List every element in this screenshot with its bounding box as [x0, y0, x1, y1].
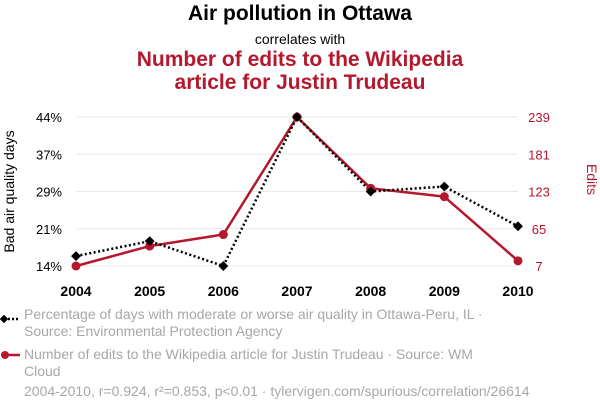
x-tick-label: 2005 [134, 283, 165, 299]
x-tick-label: 2004 [60, 283, 91, 299]
legend-marker-solid-circle [1, 351, 20, 359]
y-right-tick-label: 123 [528, 185, 550, 200]
data-point-air-quality [218, 261, 229, 271]
legend-item-air-quality: Percentage of days with moderate or wors… [0, 306, 600, 346]
legend-label-air-quality-line-1: Percentage of days with moderate or wors… [24, 306, 483, 322]
y-right-tick-label: 65 [532, 222, 546, 237]
data-point-air-quality [144, 236, 155, 247]
y-right-tick-label: 239 [528, 110, 550, 125]
data-point-wikipedia-edits [439, 192, 449, 202]
data-point-air-quality [365, 186, 376, 197]
y-left-tick-label: 21% [36, 222, 62, 237]
data-point-air-quality [513, 221, 523, 232]
y-left-axis-title: Bad air quality days [1, 130, 17, 252]
y-left-tick-label: 29% [36, 185, 62, 200]
y-right-axis-title: Edits [584, 164, 600, 195]
y-left-tick-label: 44% [36, 110, 62, 125]
chart-footer-stats: 2004-2010, r=0.924, r²=0.853, p<0.01 · t… [24, 383, 530, 399]
data-point-air-quality [439, 181, 450, 192]
chart-subtitle: correlates with [254, 31, 346, 47]
x-tick-label: 2008 [355, 283, 386, 299]
chart-title-secondary-line-2: article for Justin Trudeau [174, 71, 426, 94]
data-point-wikipedia-edits [71, 261, 81, 271]
x-tick-label: 2006 [208, 283, 239, 299]
chart-title: Air pollution in Ottawa [188, 2, 412, 25]
data-point-wikipedia-edits [513, 256, 523, 266]
legend-label-wikipedia-edits-line-2: Cloud [24, 363, 61, 379]
x-tick-label: 2007 [281, 283, 312, 299]
legend-label-wikipedia-edits-line-1: Number of edits to the Wikipedia article… [24, 346, 473, 362]
x-tick-label: 2009 [429, 283, 460, 299]
y-right-tick-label: 181 [528, 147, 550, 162]
chart-title-secondary: Number of edits to the Wikipedia article… [0, 48, 600, 94]
data-point-air-quality [71, 251, 81, 262]
legend-label-wikipedia-edits: Number of edits to the Wikipedia article… [24, 346, 584, 380]
legend-label-air-quality-line-2: Source: Environmental Protection Agency [24, 323, 283, 339]
legend-item-wikipedia-edits: Number of edits to the Wikipedia article… [0, 346, 600, 386]
chart-title-secondary-line-1: Number of edits to the Wikipedia [136, 48, 464, 71]
x-tick-label: 2010 [502, 283, 533, 299]
legend-label-air-quality: Percentage of days with moderate or wors… [24, 306, 584, 340]
legend-marker-dotted-diamond [0, 314, 20, 324]
data-point-wikipedia-edits [218, 230, 228, 240]
y-right-tick-label: 7 [535, 259, 542, 274]
y-left-tick-label: 14% [36, 259, 62, 274]
y-left-tick-label: 37% [36, 147, 62, 162]
